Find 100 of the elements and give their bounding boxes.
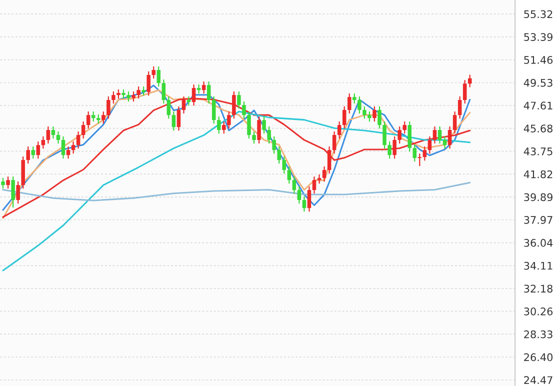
y-tick-label: 26.40 [524,353,553,362]
candlestick [16,180,20,204]
candlestick [122,88,126,100]
candlestick [216,116,221,134]
candlestick [81,120,86,140]
candlestick [136,86,140,100]
candlestick [257,116,261,144]
y-tick-label: 51.46 [524,56,553,64]
candlestick [262,116,266,134]
candlestick [56,130,60,144]
candlestick [448,126,452,150]
candlestick [66,146,70,160]
candlestick [146,70,150,96]
candlestick [106,96,110,120]
candlestick [402,120,406,134]
candlestick [252,130,256,144]
candlestick [26,146,30,164]
candlestick [358,96,362,114]
candlestick [458,96,462,120]
candlestick [432,126,437,144]
candlestick [196,84,201,94]
candlestick [242,100,246,120]
y-tick-label: 41.82 [524,170,552,178]
candlestick [176,106,181,132]
candlestick [392,136,396,160]
y-tick-label: 32.18 [524,284,552,293]
candlestick [368,110,372,122]
candlestick [162,78,166,104]
candlestick [442,136,447,150]
candlestick [212,96,216,124]
candlestick [222,120,226,134]
candlestick [202,80,206,94]
y-tick-label: 30.26 [524,307,553,316]
candlestick [337,120,342,140]
candlestick [408,120,412,152]
candlestick [267,126,271,144]
candlestick [348,92,352,114]
candlestick [292,176,296,194]
y-tick-label: 53.39 [524,33,552,41]
candlestick [102,110,106,124]
candlestick [312,176,316,194]
candlestick [227,110,231,130]
y-tick-label: 45.68 [524,124,552,132]
y-tick-label: 49.53 [524,78,552,87]
candlestick [317,174,322,184]
y-tick-label: 28.33 [524,330,552,338]
candlestick [31,146,36,160]
candlestick [152,66,156,80]
candlestick [287,166,292,184]
candlestick [332,130,336,154]
line-series [2,182,471,202]
candlestick [277,146,281,164]
y-tick-label: 36.04 [524,238,553,247]
candlestick [71,140,76,154]
candlestick [112,90,116,104]
candlestick [86,110,90,130]
candlestick [412,144,417,162]
candlestick [462,80,467,104]
candlestick [156,66,161,88]
candlestick [452,110,457,134]
candlestick [398,126,402,144]
candlestick [272,136,276,154]
candlestick [247,110,251,140]
y-tick-label: 47.61 [524,102,552,110]
y-tick-label: 34.11 [524,262,552,270]
candlestick [302,196,306,212]
candlestick [126,90,130,102]
candlestick [51,126,56,140]
candlestick [6,176,10,190]
candlestick [36,140,40,160]
candlestick [91,110,96,122]
candlestick [327,146,332,174]
candlestick [46,126,50,144]
candlestick [352,92,356,104]
candlestick [1,177,5,190]
y-tick-label: 55.32 [524,10,552,18]
candlestick [142,86,146,96]
candlestick [418,152,422,167]
candlestick [322,166,326,182]
candlestick [41,136,46,150]
candlestick [428,136,432,154]
candlestick [76,130,80,150]
candlestick [297,186,302,204]
candlestick [61,136,66,160]
candlestick [116,88,120,100]
candlestick [388,140,392,160]
line-series [2,110,471,272]
candlestick [307,186,312,212]
y-tick-label: 24.47 [524,376,552,384]
candlestick [422,146,427,162]
candlestick [237,90,241,110]
candlestick [11,176,15,208]
y-tick-label: 43.75 [524,147,552,156]
y-tick-label: 37.97 [524,216,552,224]
candlestick [382,120,386,150]
candlestick [372,106,376,122]
candlestick [186,96,191,106]
y-tick-label: 39.89 [524,193,552,202]
candlestick [172,110,176,132]
candlestick [342,106,346,130]
